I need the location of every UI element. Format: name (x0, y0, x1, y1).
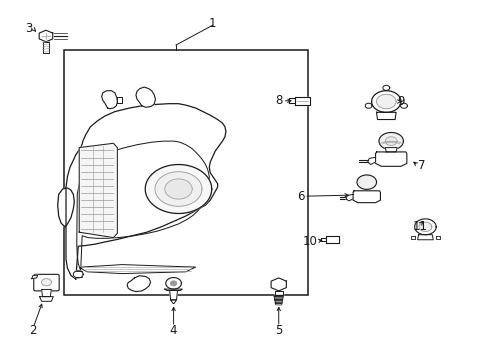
Polygon shape (274, 298, 283, 300)
Polygon shape (273, 297, 283, 298)
Polygon shape (127, 276, 150, 292)
Text: 5: 5 (274, 324, 282, 337)
Polygon shape (165, 278, 181, 289)
Text: 3: 3 (25, 22, 33, 35)
Text: 9: 9 (396, 95, 404, 108)
Polygon shape (274, 291, 282, 295)
Polygon shape (136, 87, 155, 107)
Polygon shape (274, 300, 282, 301)
Polygon shape (400, 103, 407, 108)
Polygon shape (365, 103, 371, 108)
Polygon shape (273, 295, 283, 297)
Polygon shape (418, 222, 431, 231)
Polygon shape (274, 302, 282, 303)
Polygon shape (41, 289, 51, 297)
Polygon shape (367, 157, 375, 165)
Polygon shape (385, 148, 396, 152)
Polygon shape (155, 172, 202, 206)
Polygon shape (164, 179, 192, 199)
Polygon shape (320, 238, 325, 241)
Polygon shape (170, 281, 176, 285)
Text: 2: 2 (29, 324, 37, 337)
Polygon shape (346, 194, 352, 201)
FancyBboxPatch shape (34, 274, 59, 291)
Polygon shape (41, 279, 51, 286)
Polygon shape (385, 137, 396, 145)
Bar (63, 50, 307, 295)
Polygon shape (42, 42, 49, 53)
Polygon shape (169, 291, 177, 300)
Polygon shape (39, 30, 53, 42)
Polygon shape (81, 265, 195, 274)
Polygon shape (375, 152, 406, 166)
Polygon shape (274, 301, 282, 302)
Polygon shape (435, 236, 439, 239)
Polygon shape (66, 104, 225, 279)
Text: 6: 6 (296, 190, 304, 203)
Polygon shape (371, 91, 400, 112)
Text: 1: 1 (208, 17, 216, 30)
Polygon shape (73, 271, 83, 278)
Text: 10: 10 (303, 235, 317, 248)
Polygon shape (170, 300, 176, 303)
Polygon shape (376, 94, 395, 109)
Text: 8: 8 (274, 94, 282, 107)
Polygon shape (32, 275, 38, 279)
Polygon shape (376, 112, 395, 120)
Polygon shape (270, 278, 286, 291)
Polygon shape (164, 289, 182, 291)
Polygon shape (325, 236, 339, 243)
Polygon shape (414, 219, 435, 235)
Polygon shape (145, 165, 211, 213)
Polygon shape (352, 191, 380, 203)
Polygon shape (102, 91, 117, 109)
Polygon shape (382, 85, 389, 90)
Polygon shape (356, 175, 376, 189)
Polygon shape (417, 235, 432, 240)
Text: 7: 7 (417, 159, 425, 172)
Text: 4: 4 (169, 324, 177, 337)
Polygon shape (275, 303, 282, 305)
Polygon shape (79, 143, 117, 238)
Text: 11: 11 (412, 220, 427, 233)
Polygon shape (40, 297, 53, 301)
Polygon shape (378, 132, 403, 150)
Polygon shape (410, 236, 414, 239)
Polygon shape (117, 97, 122, 103)
Polygon shape (294, 97, 309, 105)
Polygon shape (288, 98, 294, 103)
Polygon shape (58, 188, 74, 227)
